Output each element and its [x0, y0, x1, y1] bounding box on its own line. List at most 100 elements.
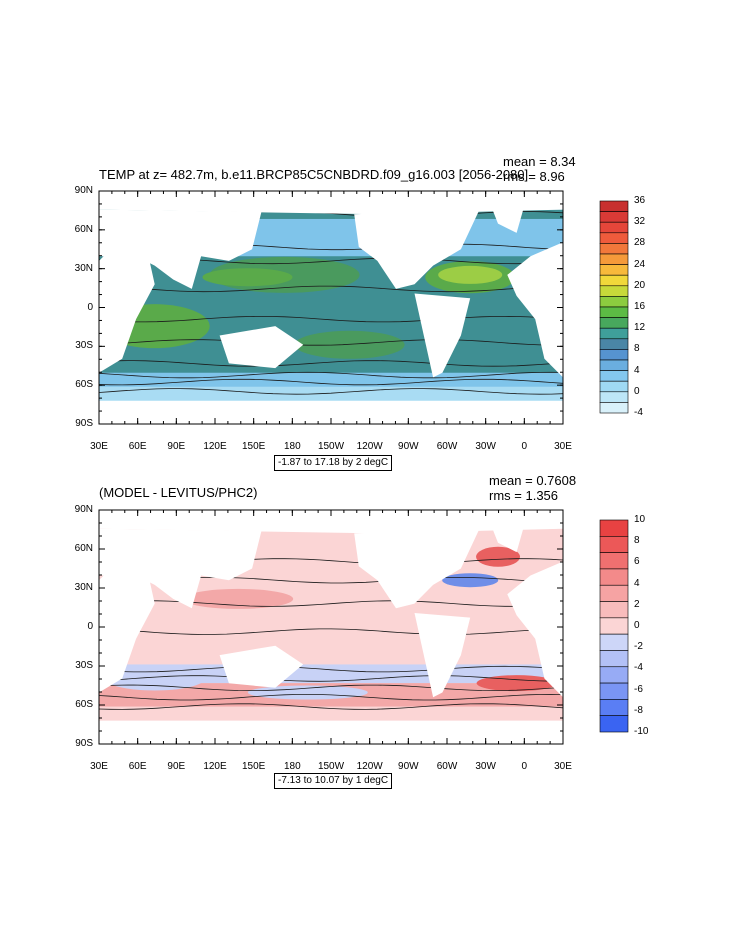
colorbar-label: -4	[634, 662, 643, 674]
colorbar-segment	[599, 253, 629, 265]
y-tick-label: 30N	[74, 582, 93, 593]
contour-line	[99, 665, 563, 673]
south-pacific-gyre	[294, 330, 405, 359]
gulf-stream-neg	[442, 573, 499, 588]
map-field	[99, 510, 563, 744]
contour-line	[99, 684, 563, 692]
colorbar-segment	[599, 584, 629, 602]
land-mask	[219, 326, 304, 369]
colorbar-segment	[599, 349, 629, 361]
mean-label: mean = 0.7608	[489, 473, 577, 488]
x-tick-label: 30E	[554, 441, 572, 452]
south-pacific-neg	[247, 685, 368, 700]
land-mask	[354, 528, 480, 609]
colorbar-segment	[599, 221, 629, 234]
colorbar-segment	[599, 650, 629, 668]
land-mask	[414, 613, 471, 698]
contour-info-box: -1.87 to 17.18 by 2 degC	[274, 455, 393, 471]
colorbar-label: 4	[634, 364, 640, 376]
colorbar-segment	[599, 552, 629, 570]
colorbar-segment	[599, 601, 629, 619]
y-tick-label: 90N	[74, 185, 93, 196]
land-mask	[488, 200, 526, 233]
north-atlantic-pos	[476, 546, 521, 567]
colorbar-segment	[599, 317, 629, 329]
colorbar-segment	[599, 536, 629, 553]
contour-line	[99, 703, 563, 710]
x-tick-label: 0	[521, 441, 528, 452]
land-mask	[99, 237, 155, 373]
colorbar-segment	[599, 519, 629, 537]
contour-line	[99, 339, 563, 346]
land-mask	[219, 645, 304, 688]
x-tick-label: 30E	[90, 441, 108, 452]
colorbar-segment	[599, 232, 629, 244]
x-tick-label: 60W	[436, 441, 458, 452]
x-tick-label: 0	[521, 761, 528, 772]
contour-line	[99, 315, 563, 323]
colorbar-label: 36	[634, 195, 646, 206]
x-tick-label: 60E	[128, 761, 147, 772]
land-mask	[354, 209, 480, 289]
x-tick-label: 60W	[436, 761, 458, 772]
chart-title: TEMP at z= 482.7m, b.e11.BRCP85C5CNBDRD.…	[99, 167, 529, 182]
colorbar-segment	[599, 380, 629, 393]
x-tick-label: 30W	[475, 761, 496, 772]
colorbar-label: -6	[634, 683, 643, 695]
colorbar-label: 10	[634, 514, 646, 525]
y-tick-label: 90S	[75, 418, 93, 429]
rms-label: rms = 1.356	[489, 488, 559, 503]
colorbar-segment	[599, 633, 629, 651]
land-mask	[99, 209, 262, 289]
colorbar-label: 0	[634, 620, 640, 631]
colorbar-label: -10	[634, 726, 649, 737]
x-tick-label: 30E	[90, 761, 108, 772]
colorbar-segment	[599, 285, 629, 297]
x-tick-label: 150E	[241, 761, 266, 772]
colorbar-segment	[599, 391, 629, 403]
x-tick-label: 180	[283, 761, 301, 772]
colorbar-label: 16	[634, 301, 646, 312]
map-field	[99, 191, 563, 424]
land-mask	[507, 242, 563, 378]
colorbar-segment	[599, 327, 629, 340]
colorbar-segment	[599, 200, 629, 212]
colorbar-label: 20	[634, 279, 646, 291]
chart-title: (MODEL - LEVITUS/PHC2)	[99, 485, 258, 500]
colorbar-label: 8	[634, 535, 640, 547]
colorbar-segment	[599, 243, 629, 255]
y-tick-label: 30S	[75, 660, 93, 671]
x-tick-label: 30W	[475, 441, 496, 452]
rms-label: rms = 8.96	[503, 169, 565, 184]
colorbar-segment	[599, 617, 629, 635]
north-atlantic-warm	[438, 265, 503, 284]
x-tick-label: 120W	[356, 441, 383, 452]
colorbar-label: 24	[634, 258, 646, 270]
x-tick-label: 90E	[167, 761, 186, 772]
colorbar-label: -8	[634, 704, 643, 716]
y-tick-label: 90N	[74, 504, 93, 515]
south-atlantic-pos	[476, 675, 557, 692]
colorbar-segment	[599, 666, 629, 684]
y-tick-label: 0	[87, 621, 93, 632]
colorbar-segment	[599, 568, 629, 586]
x-tick-label: 150W	[317, 441, 345, 452]
colorbar-label: 12	[634, 322, 646, 334]
colorbar-segment	[599, 211, 629, 223]
contour-line	[99, 600, 563, 607]
y-tick-label: 90S	[75, 738, 93, 749]
colorbar-segment	[599, 296, 629, 308]
land-mask	[488, 519, 526, 553]
contour-line	[99, 285, 563, 293]
y-tick-label: 60S	[75, 699, 93, 710]
contour-line	[99, 693, 563, 701]
polar-band	[99, 386, 563, 406]
colorbar-label: 32	[634, 216, 646, 228]
kuroshio-warm	[202, 268, 293, 287]
contour-line	[99, 371, 563, 379]
x-tick-label: 90E	[167, 441, 186, 452]
colorbar-segment	[599, 715, 629, 733]
colorbar-label: 8	[634, 343, 640, 355]
land-mask	[507, 561, 563, 698]
